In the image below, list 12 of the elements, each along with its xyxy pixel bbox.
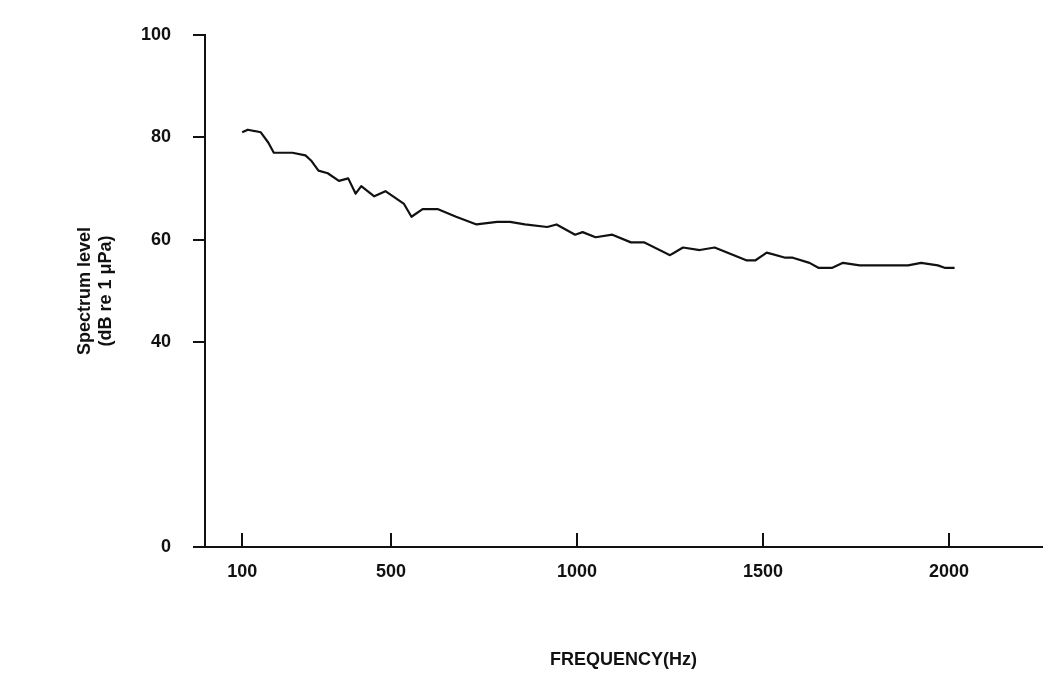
x-tick-label: 500: [375, 560, 407, 581]
y-tick-label: 0: [160, 535, 171, 556]
x-tick-label: 1500: [742, 560, 784, 581]
y-axis-title: Spectrum level (dB re 1 μPa): [73, 226, 116, 356]
y-tick-label: 60: [150, 228, 171, 249]
y-tick-label: 100: [140, 23, 171, 44]
x-tick-label: 1000: [556, 560, 598, 581]
x-axis-title: FREQUENCY(Hz): [550, 649, 697, 670]
x-tick-label: 100: [227, 560, 258, 581]
y-tick-label: 80: [150, 126, 171, 147]
x-tick-label: 2000: [928, 560, 970, 581]
y-tick-label: 40: [150, 331, 171, 352]
